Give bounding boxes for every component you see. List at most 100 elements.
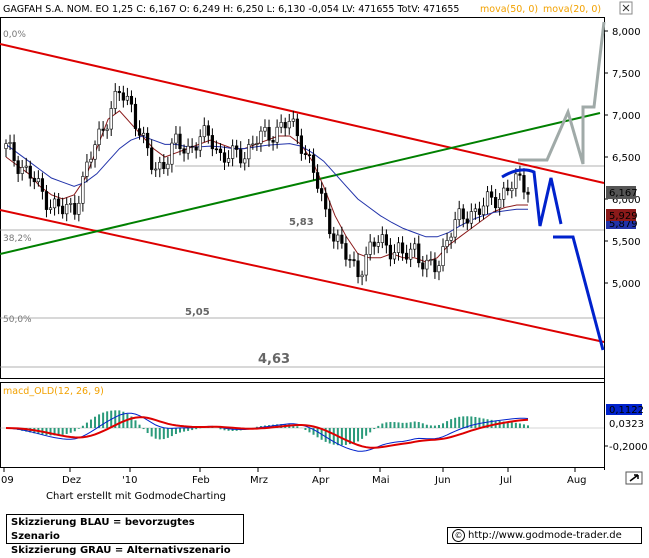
price-bar-body (268, 127, 271, 140)
price-bar-body (163, 162, 166, 168)
macd-hist-bar (446, 421, 448, 428)
price-bar-body (450, 237, 453, 240)
price-bar-body (260, 131, 263, 143)
price-axis-label: 8,000 (612, 27, 641, 38)
time-axis-label: Apr (312, 475, 330, 486)
price-bar-body (490, 192, 493, 198)
macd-hist-bar (90, 420, 92, 428)
macd-hist-bar (308, 428, 310, 432)
macd-hist-bar (296, 426, 298, 428)
scroll-arrow-icon[interactable] (626, 472, 642, 484)
copyright-icon: © (452, 529, 465, 542)
macd-hist-bar (515, 423, 517, 428)
price-axis-label: 5,500 (612, 237, 641, 248)
price-bar-body (458, 209, 461, 220)
macd-label: macd_OLD(12, 26, 9) (3, 386, 104, 397)
macd-hist-bar (353, 428, 355, 443)
macd-hist-bar (523, 424, 525, 428)
macd-hist-bar (163, 428, 165, 439)
price-bar-body (478, 209, 481, 215)
source-url[interactable]: http://www.godmode-trader.de (468, 530, 622, 541)
price-bar-body (328, 209, 331, 234)
price-panel (1, 18, 605, 379)
legend-grey: Skizzierung GRAU = Alternativszenario (11, 544, 239, 558)
price-bar-body (385, 235, 388, 246)
price-bar-body (82, 176, 85, 203)
macd-hist-bar (527, 425, 529, 428)
price-bar-body (430, 260, 433, 261)
price-bar-body (377, 243, 380, 247)
fib-50-label: 50,0% (3, 315, 32, 325)
macd-tag-2: 0,0323 (609, 419, 644, 430)
price-bar-body (183, 149, 186, 153)
price-bar-body (312, 155, 315, 173)
price-bar-body (146, 133, 149, 148)
price-bar-body (49, 208, 52, 210)
price-bar-body (78, 203, 81, 214)
price-bar-body (296, 119, 299, 136)
source-url-box[interactable]: ©http://www.godmode-trader.de (447, 527, 642, 544)
price-bar-body (494, 197, 497, 207)
macd-hist-bar (195, 428, 197, 429)
price-bar-body (498, 199, 501, 207)
macd-hist-bar (389, 422, 391, 428)
time-axis-label: Feb (192, 475, 210, 486)
price-bar-body (523, 175, 526, 192)
price-axis-label: 5,000 (612, 279, 641, 290)
price-bar-body (179, 134, 182, 149)
price-bar-body (466, 219, 469, 223)
price-bar-body (462, 209, 465, 219)
macd-hist-bar (381, 424, 383, 428)
price-bar-body (276, 127, 279, 142)
macd-tag-1: 0,1122 (609, 405, 644, 416)
macd-hist-bar (511, 422, 513, 428)
price-bar-body (69, 203, 72, 204)
chart-credit: Chart erstellt mit GodmodeCharting (46, 491, 226, 502)
macd-hist-bar (478, 418, 480, 428)
macd-hist-bar (438, 425, 440, 428)
price-bar-body (227, 159, 230, 163)
price-bar-body (122, 93, 125, 100)
price-bar-body (94, 145, 97, 160)
price-bar-body (158, 162, 161, 169)
price-bar-body (130, 96, 133, 104)
fib-0-label: 0,0% (3, 30, 26, 40)
macd-hist-bar (179, 428, 181, 433)
macd-hist-bar (442, 423, 444, 428)
price-bar-body (361, 275, 364, 277)
price-bar-body (401, 243, 404, 253)
price-bar-body (324, 193, 327, 209)
price-bar-body (413, 244, 416, 249)
macd-hist-bar (430, 425, 432, 428)
ma20-label: mova(20, 0) (543, 4, 601, 15)
fib-382-label: 38,2% (3, 234, 32, 244)
price-bar-body (264, 127, 267, 131)
price-bar-body (41, 179, 44, 192)
last-price-tag: 6,167 (609, 188, 638, 199)
macd-hist-bar (118, 410, 120, 428)
price-bar-body (357, 261, 360, 277)
price-bar-body (114, 91, 117, 108)
price-bar-body (171, 143, 174, 164)
macd-hist-bar (159, 428, 161, 439)
price-bar-body (454, 220, 457, 237)
price-bar-body (316, 173, 319, 189)
close-icon[interactable] (620, 2, 632, 14)
price-bar-body (142, 133, 145, 135)
macd-hist-bar (377, 426, 379, 428)
price-bar-body (482, 206, 485, 215)
price-bar-body (17, 161, 20, 174)
macd-hist-bar (134, 420, 136, 428)
macd-hist-bar (167, 428, 169, 438)
price-bar-body (247, 144, 250, 158)
price-bar-body (369, 242, 372, 254)
ma-red-tag: 5,929 (609, 211, 638, 222)
price-bar-body (5, 144, 8, 149)
macd-hist-bar (70, 428, 72, 433)
scenario-legend: Skizzierung BLAU = bevorzugtes Szenario … (6, 514, 244, 544)
price-bar-body (527, 192, 530, 194)
price-bar-body (426, 260, 429, 269)
macd-hist-bar (393, 422, 395, 428)
